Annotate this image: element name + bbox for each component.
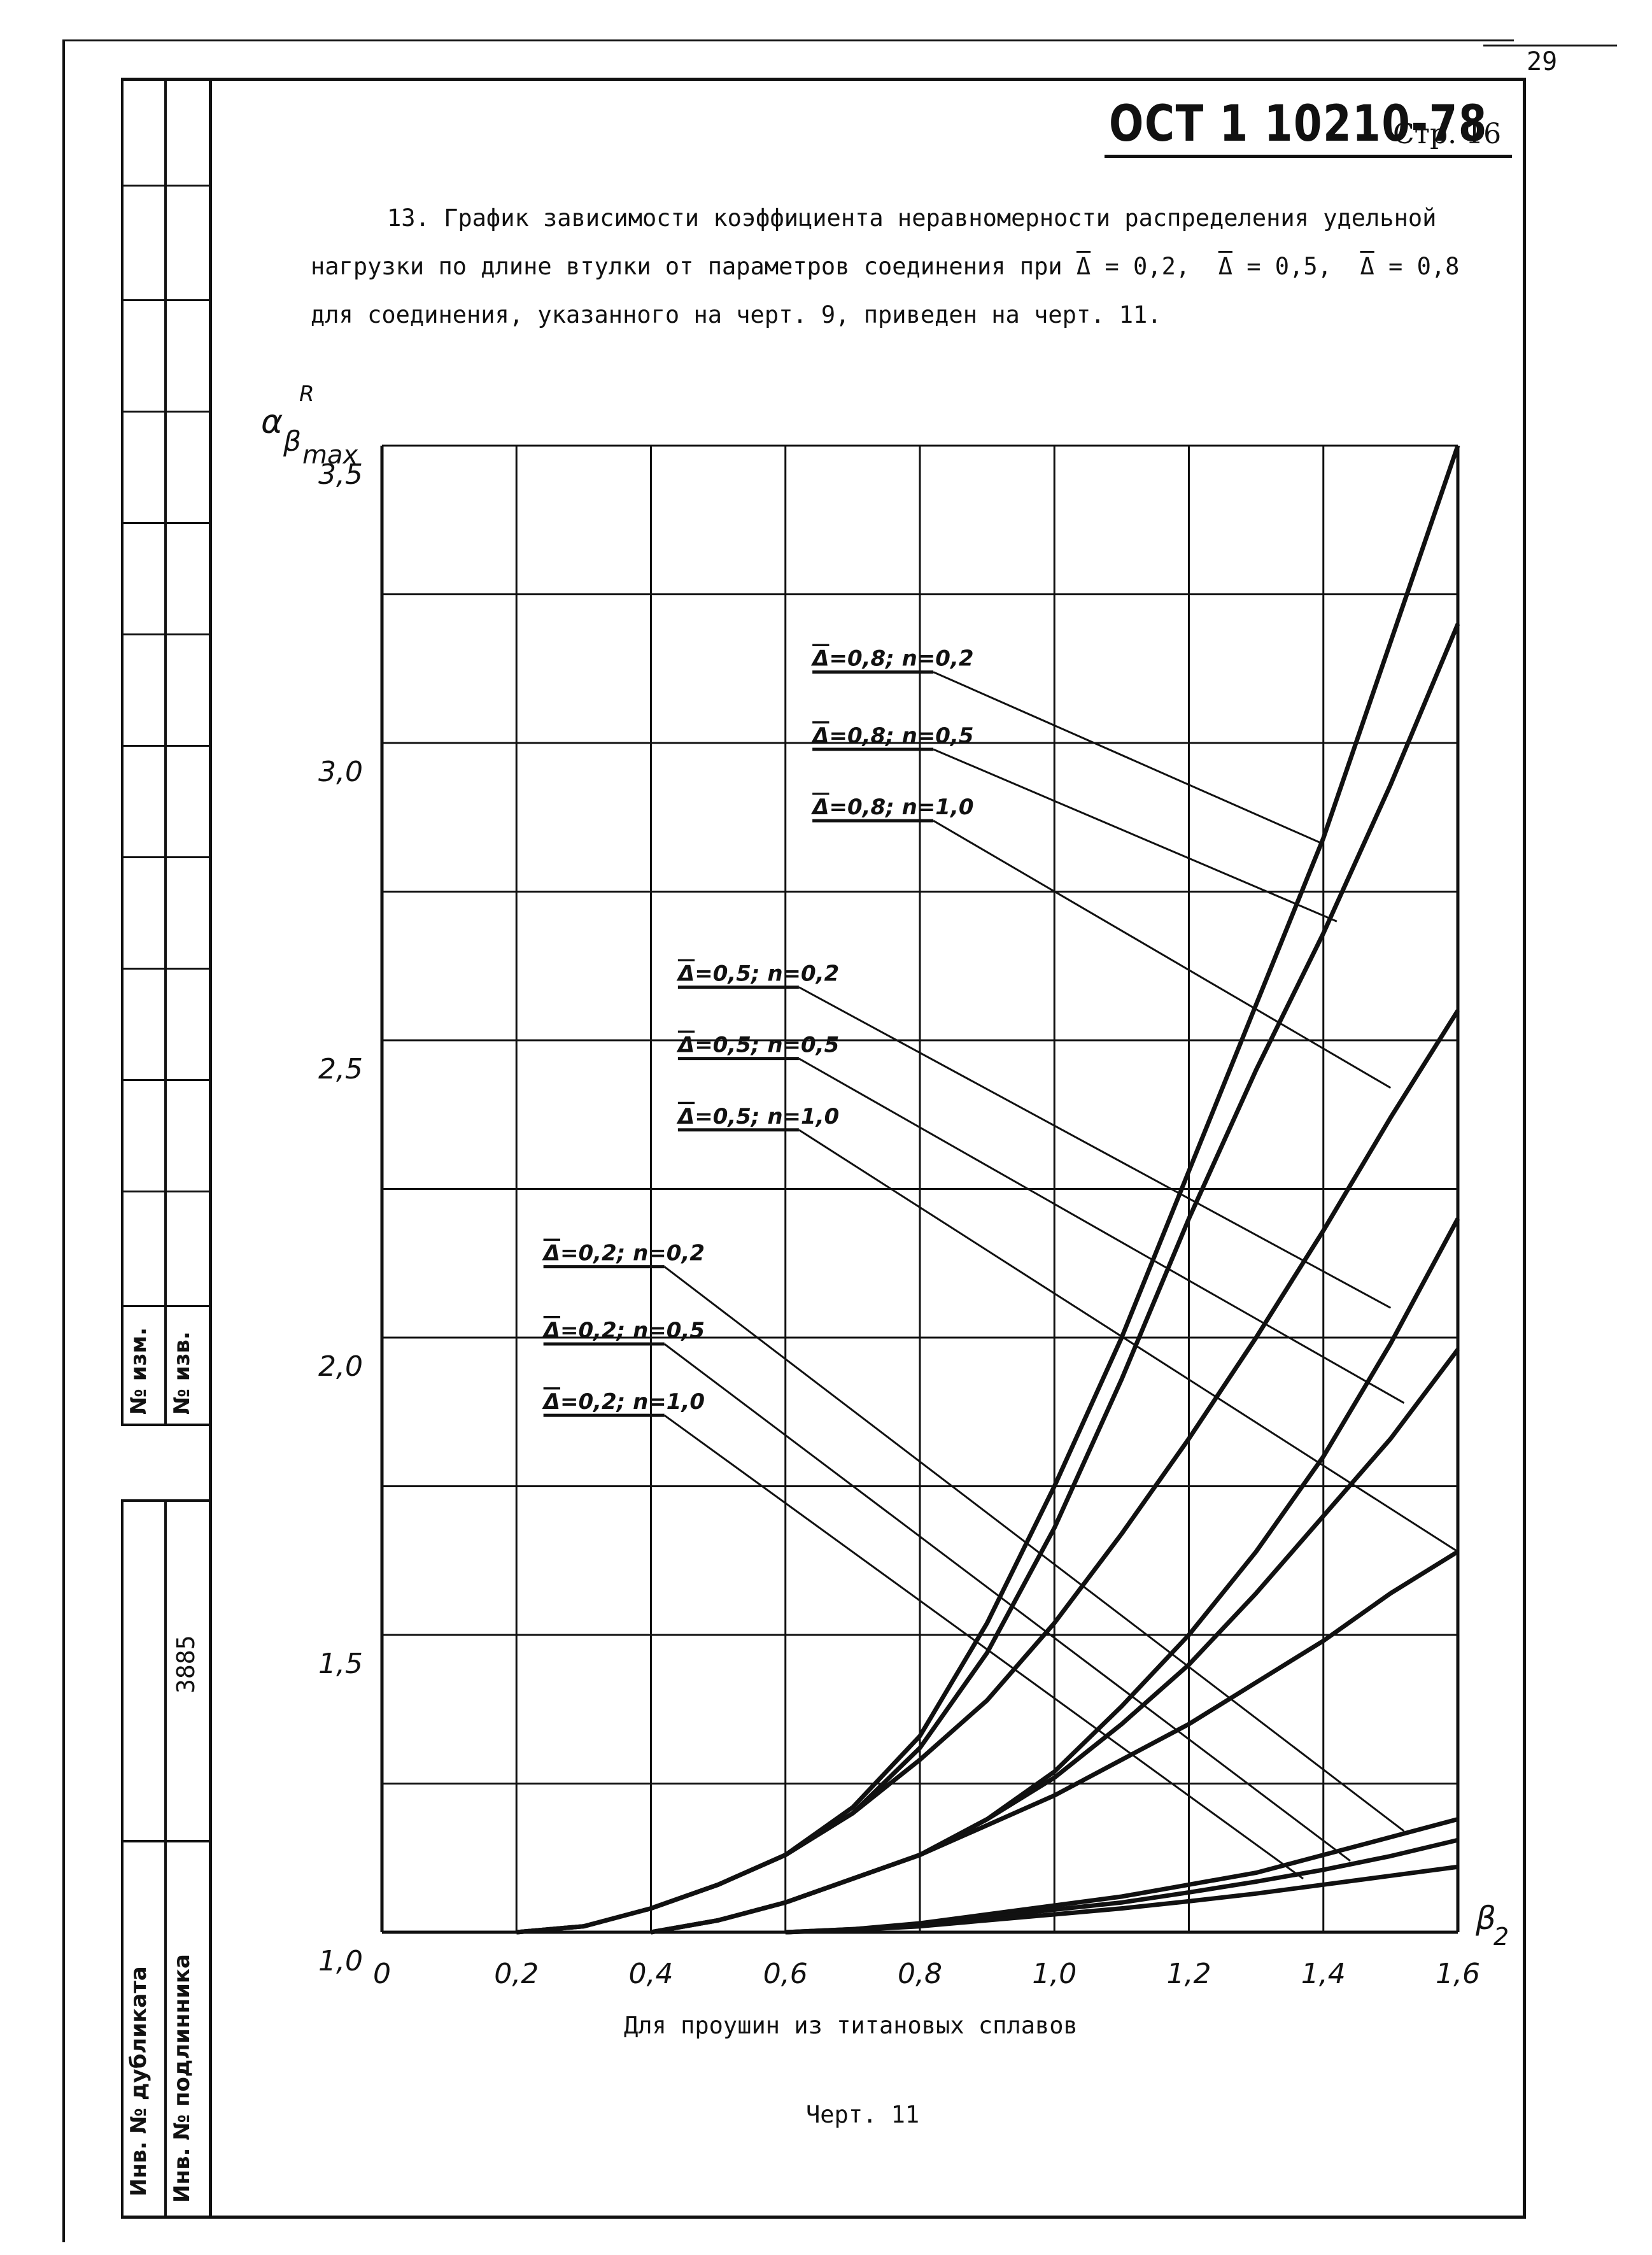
stamp-row [121,1079,211,1081]
frame-inner-top [121,78,1525,81]
stamp-row [121,745,211,747]
series-leader-line [933,671,1324,845]
y-tick-label: 1,5 [318,1648,363,1680]
stamp-row [121,856,211,858]
x-tick-label: 0 [373,1958,391,1990]
series-label: Δ=0,2; n=0,2 [542,1241,705,1266]
stamp-block-bottom-1 [121,1424,211,1426]
series-line [650,1550,1459,1935]
series-label: Δ=0,2; n=1,0 [542,1389,705,1415]
header-underline [1105,155,1512,158]
stamp-row [121,522,211,524]
series-line [516,623,1460,1935]
series-line [516,1009,1460,1935]
x-tick-label: 1,4 [1301,1958,1346,1990]
x-axis-label: β [1475,1900,1496,1937]
y-tick-label: 2,0 [318,1350,363,1383]
stamp-col-left-2 [121,1499,124,2217]
x-tick-label: 0,2 [494,1958,539,1990]
frame-inner-left [209,78,212,2218]
x-tick-label: 0,6 [763,1958,808,1990]
stamp-row [121,633,211,635]
y-tick-label: 1,0 [318,1945,363,1977]
series-label: Δ=0,5; n=0,2 [676,961,839,987]
x-tick-label: 0,8 [898,1958,942,1990]
stamp-block-top [121,1499,211,1502]
frame-inner-right [1523,78,1526,2218]
series-leader-line [663,1343,1351,1862]
y-tick-label: 2,5 [318,1053,363,1085]
series-leader-line [933,819,1392,1089]
series-leader-line [798,1057,1405,1404]
stamp-col-mid [164,78,167,1426]
paragraph-line-3: для соединения, указанного на черт. 9, п… [311,301,1162,329]
x-axis-label-sub: 2 [1493,1923,1509,1951]
y-tick-label: 3,5 [318,458,363,491]
y-axis-label-sub: β [283,425,301,458]
series-leader-line [798,1129,1458,1553]
paragraph-line-1: 13. График зависимости коэффициента нера… [387,204,1437,232]
y-axis-label-sup: R [299,381,314,407]
stamp-row [121,968,211,970]
y-axis-label: α [261,403,283,441]
page-label: Стр. 16 [1393,118,1502,150]
stamp-row [121,299,211,301]
stamp-row [121,1191,211,1192]
x-tick-label: 1,6 [1436,1958,1480,1990]
stamp-row [121,185,211,187]
paragraph-line-2: нагрузки по длине втулки от параметров с… [311,243,1459,291]
chart-curves [516,444,1460,1935]
frame-inner-bottom [121,2216,1526,2219]
series-leader-line [933,748,1338,922]
stamp-row [121,1305,211,1307]
chart-grid [380,444,1460,1934]
frame-left-outer [62,39,65,2242]
chart-leaders [663,671,1458,1880]
chart-ticks: 0 0,2 0,4 0,6 0,8 1,0 1,2 1,4 1,6 1,0 1,5 2,0 2,5 3,0… [318,458,1480,1990]
paragraph-line-2-text: нагрузки по длине втулки от параметров с… [311,253,1077,280]
page-number: 29 [1527,47,1558,76]
y-axis-label-subsub: max [302,441,358,470]
series-line [785,1837,1458,1935]
y-tick-label: 3,0 [318,756,363,788]
series-line [785,1817,1458,1935]
top-rule-short [1483,45,1617,46]
series-label: Δ=0,5; n=1,0 [676,1104,839,1129]
series-label: Δ=0,5; n=0,5 [676,1033,839,1058]
x-tick-label: 0,4 [629,1958,674,1990]
x-tick-label: 1,2 [1167,1958,1211,1990]
x-tick-label: 1,0 [1032,1958,1077,1990]
stamp-col-mid-2 [164,1499,167,2217]
series-label: Δ=0,8; n=0,2 [810,646,973,672]
chart-subtitle: Для проушин из титановых сплавов [624,2012,1078,2039]
frame-top-outer [62,39,1514,41]
delta-value-2: Δ = 0,5, [1218,253,1332,280]
document-id: ОСТ 1 10210-78 [1109,95,1488,153]
delta-value-1: Δ = 0,2, [1076,253,1190,280]
series-label: Δ=0,2; n=0,5 [542,1318,705,1343]
series-label: Δ=0,8; n=1,0 [810,795,973,820]
delta-value-3: Δ = 0,8 [1360,253,1460,280]
stamp-row [121,411,211,413]
series-line [785,1864,1458,1935]
stamp-block-split [121,1840,211,1842]
series-leader-line [663,1414,1304,1880]
chart-labels: Δ=0,8; n=0,2 Δ=0,8; n=0,5 Δ=0,8; n=1,0 Δ=0,… [542,646,974,1417]
series-leader-line [663,1266,1405,1832]
figure-caption: Черт. 11 [806,2101,920,2128]
series-leader-line [798,986,1392,1309]
stamp-col-left [121,78,124,1426]
intro-paragraph: 13. График зависимости коэффициента нера… [311,194,1459,339]
series-label: Δ=0,8; n=0,5 [810,723,973,749]
